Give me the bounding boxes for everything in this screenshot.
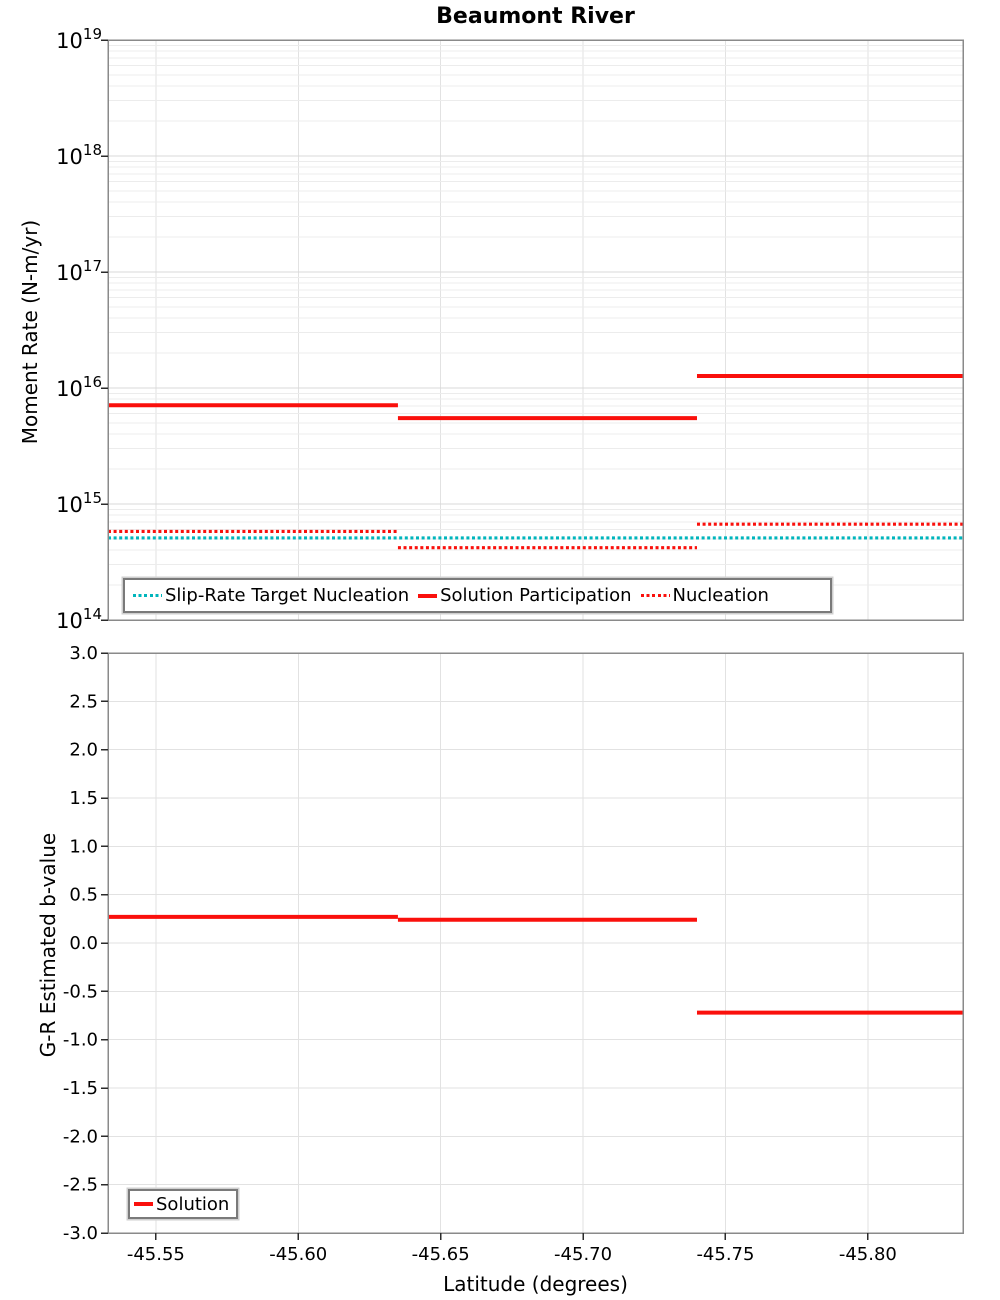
legend-entry: Solution <box>134 1194 229 1215</box>
x-tick-label: -45.75 <box>696 1244 754 1265</box>
legend-bottom-panel: Solution <box>128 1189 238 1219</box>
y-tick-label: -0.5 <box>63 981 98 1002</box>
y-tick-label: 2.0 <box>69 740 98 761</box>
chart-title: Beaumont River <box>436 4 635 29</box>
legend-label: Nucleation <box>672 585 769 606</box>
legend-solid-line-icon <box>134 1202 153 1206</box>
x-tick-label: -45.80 <box>839 1244 897 1265</box>
y-tick-label: 1014 <box>56 605 102 633</box>
y-tick-label: -2.5 <box>63 1175 98 1196</box>
y-tick-label: 1016 <box>56 373 102 401</box>
y-axis-label-bottom: G-R Estimated b-value <box>36 832 60 1058</box>
x-tick-label: -45.65 <box>412 1244 470 1265</box>
y-tick-label: 1015 <box>56 489 102 517</box>
panel-frame <box>107 39 964 621</box>
y-tick-label: -3.0 <box>63 1223 98 1244</box>
y-axis-label-top: Moment Rate (N-m/yr) <box>18 219 42 445</box>
y-tick-label: 3.0 <box>69 643 98 664</box>
legend-label: Solution <box>156 1193 230 1215</box>
y-tick-label: -1.0 <box>63 1030 98 1051</box>
legend-label: Slip-Rate Target Nucleation <box>165 585 410 606</box>
legend-label: Solution Participation <box>440 585 632 606</box>
y-tick-label: 1017 <box>56 257 102 285</box>
legend-entry: Solution Participation <box>418 585 632 606</box>
legend-dotted-line-icon <box>640 593 670 598</box>
y-tick-label: 0.5 <box>69 885 98 906</box>
y-tick-label: 0.0 <box>69 933 98 954</box>
y-tick-label: 1018 <box>56 141 102 169</box>
y-tick-label: 1.0 <box>69 836 98 857</box>
x-tick-label: -45.70 <box>554 1244 612 1265</box>
y-tick-label: 1.5 <box>69 788 98 809</box>
y-tick-label: 2.5 <box>69 691 98 712</box>
legend-dotted-line-icon <box>133 593 162 598</box>
legend-entry: Nucleation <box>640 585 769 606</box>
y-tick-label: -2.0 <box>63 1126 98 1147</box>
x-tick-label: -45.60 <box>269 1244 327 1265</box>
legend-top-panel: Slip-Rate Target Nucleation Solution Part… <box>123 578 832 613</box>
y-tick-label: -1.5 <box>63 1078 98 1099</box>
y-tick-label: 1019 <box>56 25 102 53</box>
x-axis-label: Latitude (degrees) <box>443 1272 628 1296</box>
legend-solid-line-icon <box>418 593 438 598</box>
legend-entry: Slip-Rate Target Nucleation <box>133 585 409 606</box>
x-tick-label: -45.55 <box>127 1244 185 1265</box>
